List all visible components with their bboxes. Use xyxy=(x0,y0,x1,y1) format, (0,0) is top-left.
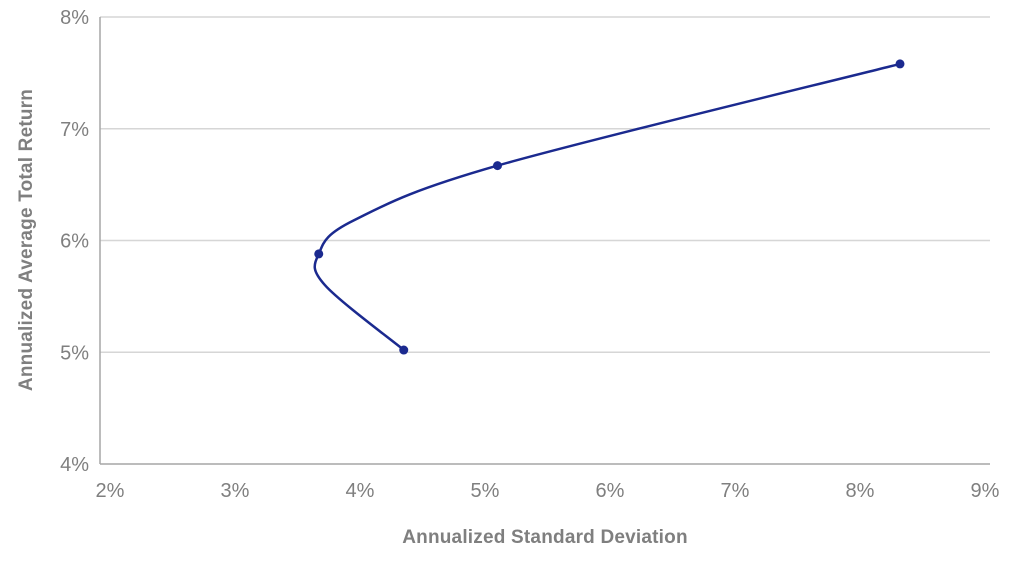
data-point-marker xyxy=(314,249,324,259)
x-tick-label: 2% xyxy=(96,480,125,502)
x-tick-label: 9% xyxy=(971,480,1000,502)
data-point-marker xyxy=(493,161,502,171)
x-axis-title: Annualized Standard Deviation xyxy=(402,527,688,548)
y-tick-label: 7% xyxy=(60,119,89,141)
efficient-frontier-line xyxy=(313,62,902,352)
x-tick-label: 6% xyxy=(596,480,625,502)
x-tick-label: 5% xyxy=(471,480,500,502)
y-tick-label: 6% xyxy=(60,231,89,253)
y-tick-label: 4% xyxy=(60,454,89,476)
y-tick-label: 8% xyxy=(60,7,89,29)
y-tick-label: 5% xyxy=(60,342,89,364)
x-tick-label: 3% xyxy=(221,480,250,502)
y-axis-title: Annualized Average Total Return xyxy=(16,88,37,392)
data-point-marker xyxy=(895,59,905,69)
data-point-marker xyxy=(399,345,409,355)
x-tick-label: 4% xyxy=(346,480,375,502)
x-tick-label: 7% xyxy=(721,480,750,502)
x-tick-label: 8% xyxy=(846,480,875,502)
